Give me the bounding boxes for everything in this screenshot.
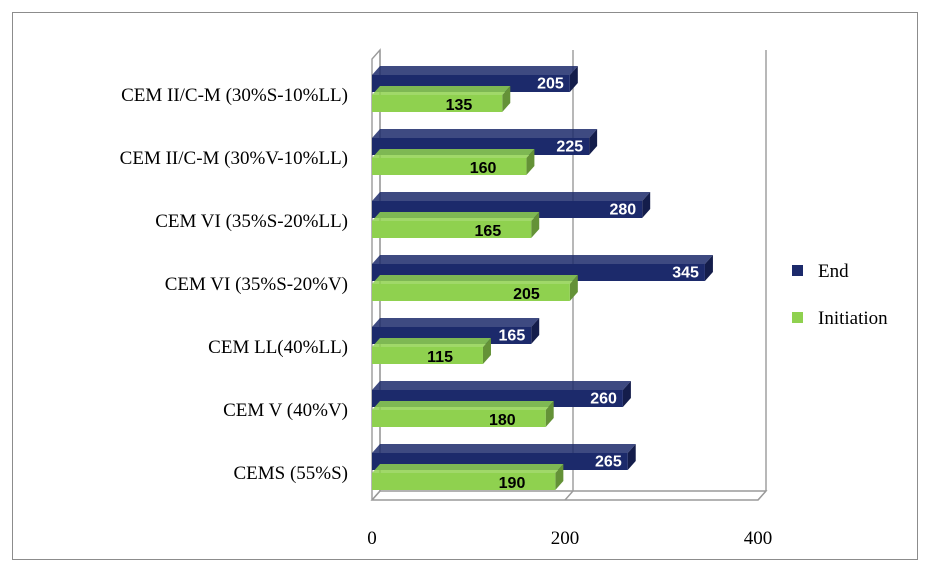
initiation-bar-front (372, 158, 527, 175)
initiation-value-label: 205 (513, 286, 540, 303)
initiation-bar (372, 149, 535, 175)
end-bar-top (372, 192, 651, 201)
end-bar-top (372, 66, 578, 75)
initiation-bar-top (372, 338, 491, 347)
end-value-label: 165 (499, 328, 526, 345)
initiation-bar-side (531, 212, 540, 238)
x-tick-label: 400 (744, 528, 773, 549)
initiation-bar (372, 401, 554, 427)
x-tick-label: 200 (551, 528, 580, 549)
end-bar-side (622, 381, 631, 407)
end-value-label: 205 (537, 76, 564, 93)
initiation-bar (372, 86, 511, 112)
initiation-bar (372, 338, 491, 364)
legend-swatch (792, 312, 803, 323)
category-label: CEM II/C-M (30%S-10%LL) (121, 85, 348, 106)
initiation-bar-side (482, 338, 491, 364)
end-value-label: 280 (609, 202, 636, 219)
end-bar-top (372, 444, 636, 453)
legend: End Initiation (792, 261, 888, 329)
initiation-bar-top (372, 275, 578, 284)
initiation-bar-top (372, 149, 535, 158)
end-bar-top (372, 381, 631, 390)
end-bar-side (531, 318, 540, 344)
initiation-bar-front (372, 347, 483, 364)
initiation-bar-side (555, 464, 564, 490)
initiation-bar (372, 275, 578, 301)
gridline-floor-400 (757, 490, 767, 501)
end-bar-side (569, 66, 578, 92)
end-bar-side (642, 192, 651, 218)
initiation-value-label: 160 (470, 160, 497, 177)
initiation-bar-top (372, 212, 540, 221)
initiation-bar-front (372, 410, 546, 427)
x-tick-labels: 0 200 400 (367, 528, 772, 549)
end-bar-side (704, 255, 713, 281)
initiation-bar-top (372, 86, 511, 95)
initiation-bar-front (372, 95, 503, 112)
initiation-value-label: 165 (475, 223, 502, 240)
end-bar-top (372, 129, 598, 138)
end-bar-top (372, 255, 713, 264)
initiation-bar (372, 212, 540, 238)
category-labels: CEMS (55%S) CEM V (40%V) CEM LL(40%LL) CEM … (120, 85, 348, 484)
end-value-label: 225 (556, 139, 583, 156)
end-value-label: 345 (672, 265, 699, 282)
category-label: CEM II/C-M (30%V-10%LL) (120, 148, 348, 169)
legend-label: End (818, 261, 849, 282)
initiation-bar-top (372, 401, 554, 410)
legend-label: Initiation (818, 308, 888, 329)
end-bar-side (589, 129, 598, 155)
initiation-bar-side (502, 86, 511, 112)
initiation-bar-front (372, 473, 556, 490)
initiation-bar-side (545, 401, 554, 427)
initiation-bar-front (372, 284, 570, 301)
initiation-value-label: 135 (446, 97, 473, 114)
category-label: CEMS (55%S) (233, 463, 348, 484)
end-value-label: 265 (595, 454, 622, 471)
gridline-floor-200 (564, 490, 574, 501)
category-label: CEM VI (35%S-20%V) (165, 274, 348, 295)
category-label: CEM VI (35%S-20%LL) (155, 211, 348, 232)
bars: 265 190 260 180 165 115 345 205 280 165 225 160 205 1… (372, 66, 713, 492)
end-bar-top (372, 318, 540, 327)
x-tick-label: 0 (367, 528, 377, 549)
legend-swatch (792, 265, 803, 276)
initiation-bar-side (569, 275, 578, 301)
end-value-label: 260 (590, 391, 617, 408)
initiation-bar-side (526, 149, 535, 175)
category-label: CEM LL(40%LL) (208, 337, 348, 358)
initiation-bar (372, 464, 564, 490)
initiation-value-label: 115 (427, 349, 453, 366)
initiation-value-label: 190 (499, 475, 526, 492)
category-label: CEM V (40%V) (223, 400, 348, 421)
initiation-bar-top (372, 464, 564, 473)
initiation-value-label: 180 (489, 412, 516, 429)
gridline-floor-0 (371, 490, 381, 501)
initiation-bar-front (372, 221, 532, 238)
end-bar-side (627, 444, 636, 470)
